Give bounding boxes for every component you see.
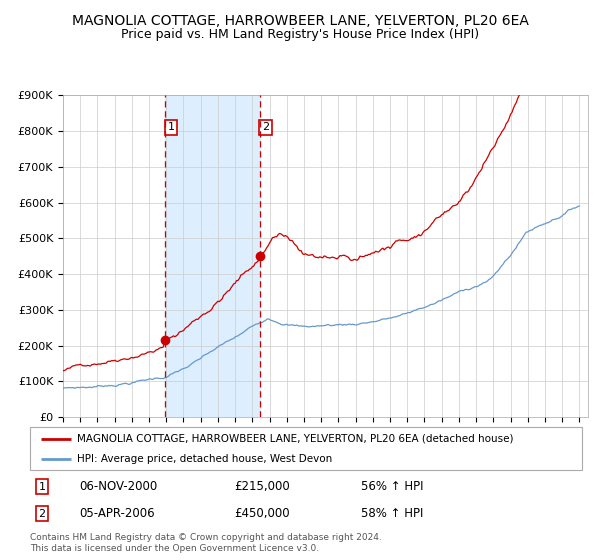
Text: Contains HM Land Registry data © Crown copyright and database right 2024.
This d: Contains HM Land Registry data © Crown c… — [30, 533, 382, 553]
Text: 2: 2 — [38, 509, 46, 519]
Text: 1: 1 — [167, 123, 175, 132]
Text: MAGNOLIA COTTAGE, HARROWBEER LANE, YELVERTON, PL20 6EA: MAGNOLIA COTTAGE, HARROWBEER LANE, YELVE… — [71, 14, 529, 28]
Text: 06-NOV-2000: 06-NOV-2000 — [80, 480, 158, 493]
Text: 58% ↑ HPI: 58% ↑ HPI — [361, 507, 424, 520]
Bar — [165, 95, 260, 417]
Text: 56% ↑ HPI: 56% ↑ HPI — [361, 480, 424, 493]
Text: 2: 2 — [262, 123, 269, 132]
Text: £215,000: £215,000 — [234, 480, 290, 493]
Text: 1: 1 — [38, 482, 46, 492]
Text: MAGNOLIA COTTAGE, HARROWBEER LANE, YELVERTON, PL20 6EA (detached house): MAGNOLIA COTTAGE, HARROWBEER LANE, YELVE… — [77, 433, 514, 444]
Text: 05-APR-2006: 05-APR-2006 — [80, 507, 155, 520]
FancyBboxPatch shape — [30, 427, 582, 470]
Text: HPI: Average price, detached house, West Devon: HPI: Average price, detached house, West… — [77, 455, 332, 464]
Text: £450,000: £450,000 — [234, 507, 290, 520]
Text: Price paid vs. HM Land Registry's House Price Index (HPI): Price paid vs. HM Land Registry's House … — [121, 28, 479, 41]
